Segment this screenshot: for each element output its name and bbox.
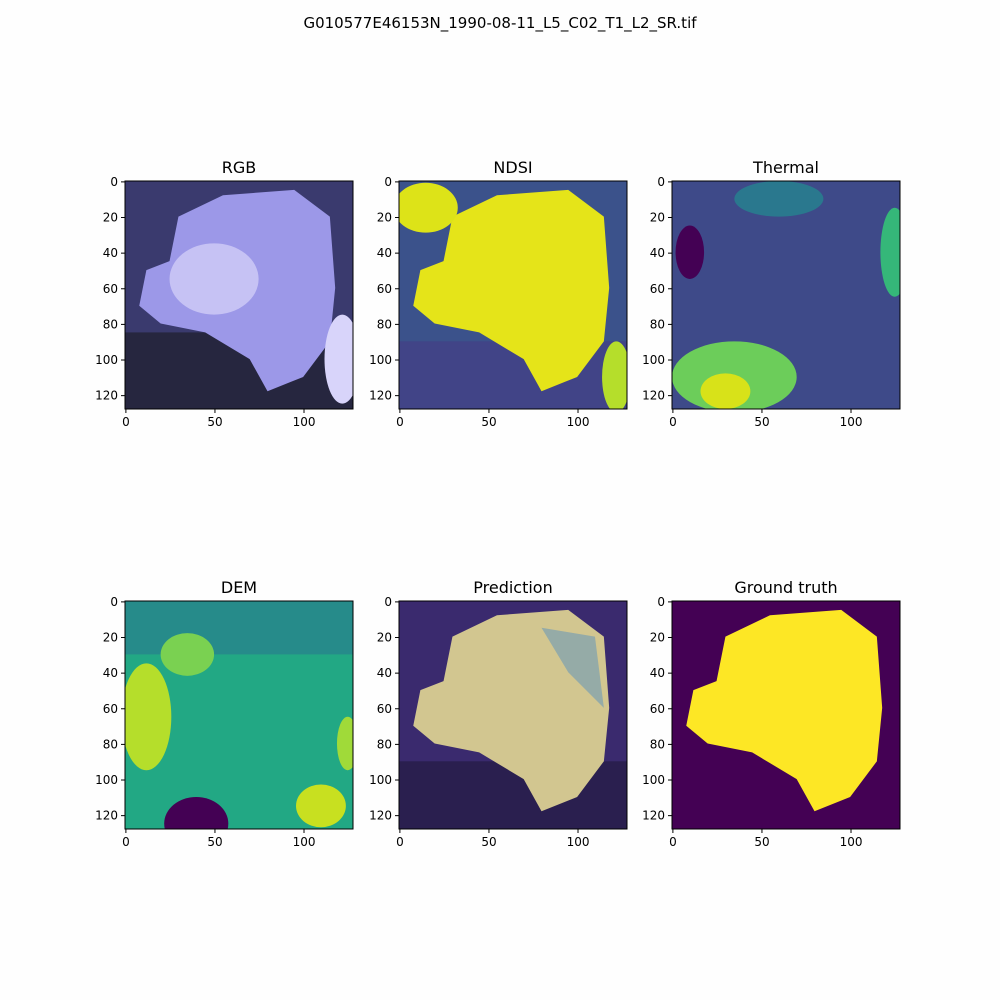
y-tick-label: 60 [650, 282, 665, 296]
y-tick-label: 40 [103, 666, 118, 680]
y-tick-label: 60 [103, 282, 118, 296]
axes-frame [124, 180, 354, 410]
axes-frame [124, 600, 354, 830]
y-tick-label: 20 [103, 211, 118, 225]
y-tick-label: 80 [377, 737, 392, 751]
x-tick-label: 50 [207, 415, 222, 429]
image-rgb [125, 181, 353, 409]
x-tick-label: 0 [122, 415, 130, 429]
x-tick-label: 100 [840, 835, 863, 849]
y-tick-label: 0 [110, 175, 118, 189]
axes-title: DEM [221, 578, 257, 597]
axes-title: RGB [222, 158, 257, 177]
y-tick-label: 80 [650, 317, 665, 331]
y-tick-label: 120 [95, 809, 118, 823]
y-tick-label: 0 [384, 175, 392, 189]
y-tick-label: 100 [369, 353, 392, 367]
image-dem [125, 601, 353, 829]
y-tick-label: 80 [377, 317, 392, 331]
image-prediction [399, 601, 627, 829]
x-tick-label: 50 [481, 835, 496, 849]
x-tick-label: 50 [754, 835, 769, 849]
x-tick-label: 50 [207, 835, 222, 849]
x-tick-label: 0 [122, 835, 130, 849]
image-ndsi [399, 181, 627, 409]
y-tick-label: 60 [377, 702, 392, 716]
axes-title: Ground truth [734, 578, 837, 597]
y-tick-label: 60 [377, 282, 392, 296]
y-tick-label: 0 [110, 595, 118, 609]
y-tick-label: 60 [103, 702, 118, 716]
y-tick-label: 20 [377, 631, 392, 645]
x-tick-label: 100 [293, 835, 316, 849]
x-tick-label: 100 [567, 835, 590, 849]
figure-title: G010577E46153N_1990-08-11_L5_C02_T1_L2_S… [303, 14, 697, 33]
y-tick-label: 20 [650, 211, 665, 225]
y-tick-label: 100 [95, 353, 118, 367]
y-tick-label: 20 [650, 631, 665, 645]
y-tick-label: 80 [650, 737, 665, 751]
axes-frame [671, 600, 901, 830]
x-tick-label: 0 [396, 835, 404, 849]
x-tick-label: 0 [396, 415, 404, 429]
y-tick-label: 40 [377, 246, 392, 260]
axes-frame [671, 180, 901, 410]
y-tick-label: 120 [642, 389, 665, 403]
image-ground-truth [672, 601, 900, 829]
y-tick-label: 120 [369, 809, 392, 823]
x-tick-label: 100 [567, 415, 590, 429]
x-tick-label: 0 [669, 835, 677, 849]
x-tick-label: 100 [293, 415, 316, 429]
axes-title: NDSI [493, 158, 532, 177]
y-tick-label: 80 [103, 737, 118, 751]
y-tick-label: 40 [650, 246, 665, 260]
y-tick-label: 120 [369, 389, 392, 403]
y-tick-label: 100 [95, 773, 118, 787]
y-tick-label: 80 [103, 317, 118, 331]
y-tick-label: 40 [377, 666, 392, 680]
y-tick-label: 0 [384, 595, 392, 609]
y-tick-label: 20 [377, 211, 392, 225]
y-tick-label: 0 [657, 175, 665, 189]
y-tick-label: 120 [642, 809, 665, 823]
y-tick-label: 40 [650, 666, 665, 680]
image-thermal [672, 181, 900, 409]
x-tick-label: 50 [481, 415, 496, 429]
y-tick-label: 100 [642, 353, 665, 367]
axes-title: Prediction [473, 578, 552, 597]
y-tick-label: 60 [650, 702, 665, 716]
y-tick-label: 100 [642, 773, 665, 787]
axes-frame [398, 180, 628, 410]
y-tick-label: 100 [369, 773, 392, 787]
y-tick-label: 20 [103, 631, 118, 645]
y-tick-label: 40 [103, 246, 118, 260]
y-tick-label: 120 [95, 389, 118, 403]
y-tick-label: 0 [657, 595, 665, 609]
x-tick-label: 0 [669, 415, 677, 429]
x-tick-label: 50 [754, 415, 769, 429]
x-tick-label: 100 [840, 415, 863, 429]
axes-frame [398, 600, 628, 830]
axes-title: Thermal [752, 158, 819, 177]
